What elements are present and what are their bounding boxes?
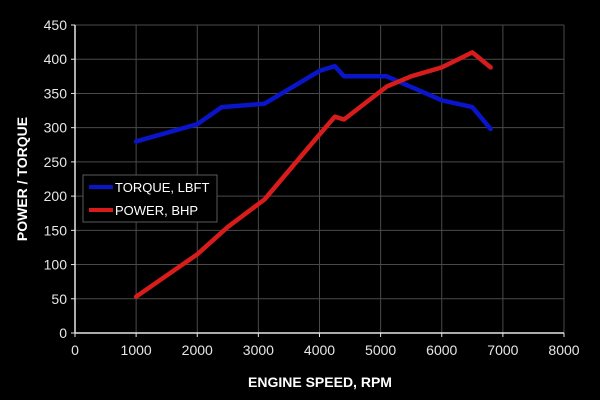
power-line	[133, 50, 493, 299]
x-tick-label: 0	[71, 342, 79, 358]
legend-label-power: POWER, BHP	[115, 203, 198, 218]
x-tick-label: 4000	[304, 342, 335, 358]
y-axis-label: POWER / TORQUE	[14, 117, 30, 241]
axes	[71, 24, 565, 337]
y-tick-label: 200	[44, 188, 68, 204]
y-tick-label: 150	[44, 222, 68, 238]
legend-label-torque: TORQUE, LBFT	[115, 180, 209, 195]
x-tick-label: 5000	[365, 342, 396, 358]
x-tick-label: 1000	[121, 342, 152, 358]
y-tick-label: 250	[44, 154, 68, 170]
y-tick-label: 300	[44, 120, 68, 136]
torque-line	[133, 63, 493, 144]
x-tick-label: 2000	[182, 342, 213, 358]
grid	[75, 24, 565, 333]
legend-box	[82, 174, 218, 223]
y-tick-label: 100	[44, 257, 68, 273]
x-tick-label: 6000	[426, 342, 457, 358]
y-tick-label: 350	[44, 85, 68, 101]
x-axis-label: ENGINE SPEED, RPM	[248, 374, 392, 390]
series-lines	[133, 50, 493, 299]
y-tick-label: 0	[59, 325, 67, 341]
y-axis-ticks: 0 50 100 150 200 250 300 350 400 450	[44, 17, 68, 341]
y-tick-label: 50	[51, 291, 67, 307]
y-tick-label: 400	[44, 51, 68, 67]
legend: TORQUE, LBFT POWER, BHP	[82, 174, 218, 223]
x-tick-label: 8000	[548, 342, 579, 358]
x-tick-label: 7000	[487, 342, 518, 358]
x-tick-label: 3000	[243, 342, 274, 358]
y-tick-label: 450	[44, 17, 68, 33]
x-axis-ticks: 0 1000 2000 3000 4000 5000 6000 7000 8000	[71, 342, 580, 358]
